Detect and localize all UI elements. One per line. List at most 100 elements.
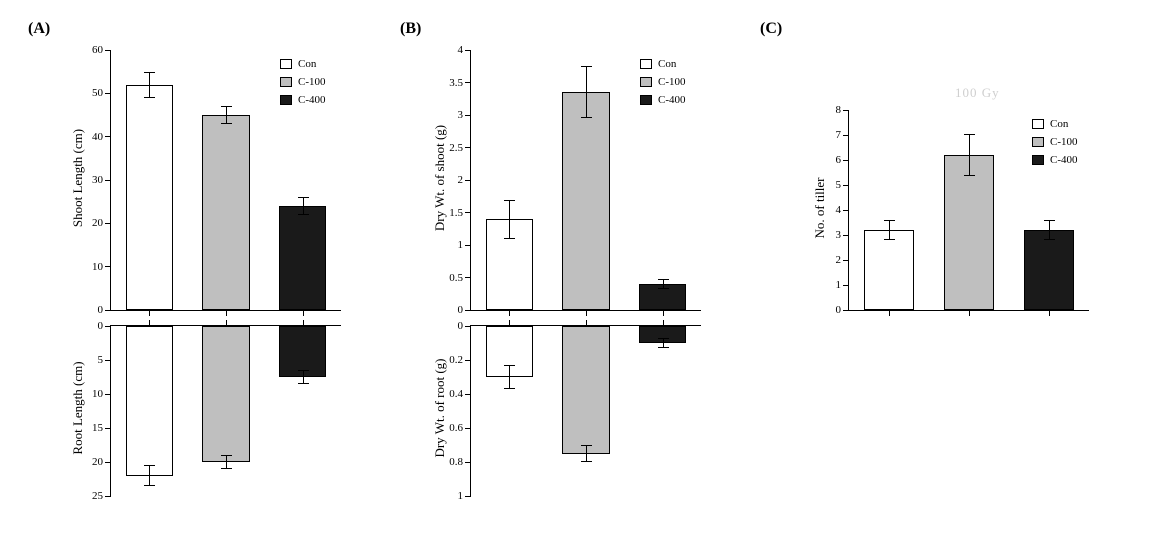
error-bar	[149, 465, 150, 485]
y-tick-label: 8	[836, 104, 850, 116]
y-tick-label: 6	[836, 154, 850, 166]
x-tick	[149, 310, 150, 316]
y-tick-label: 25	[92, 490, 111, 502]
y-tick-label: 15	[92, 422, 111, 434]
bar-con	[864, 230, 914, 310]
x-tick	[969, 310, 970, 316]
x-tick	[1049, 310, 1050, 316]
legend-label: Con	[1050, 115, 1068, 133]
y-tick-label: 10	[92, 261, 111, 273]
bar-c100	[562, 326, 610, 454]
figure-stage: (A) (B) (C) 0102030405060 Shoot Length (…	[0, 0, 1150, 549]
legend-label: C-100	[298, 73, 326, 91]
y-tick-label: 2.5	[449, 142, 471, 154]
legend-swatch-con	[1032, 119, 1044, 129]
y-tick-label: 0.4	[449, 388, 471, 400]
legend-label: Con	[658, 55, 676, 73]
y-tick-label: 0.6	[449, 422, 471, 434]
panel-a-root-plot: 0510152025	[110, 325, 341, 496]
y-tick-label: 0.2	[449, 354, 471, 366]
legend-swatch-con	[280, 59, 292, 69]
legend-swatch-c400	[280, 95, 292, 105]
x-tick	[303, 320, 304, 326]
error-bar	[663, 338, 664, 348]
y-tick-label: 0.5	[449, 272, 471, 284]
x-tick	[889, 310, 890, 316]
bar-c400	[279, 206, 327, 310]
y-tick-label: 7	[836, 129, 850, 141]
error-bar	[509, 200, 510, 239]
legend-label: Con	[298, 55, 316, 73]
error-bar	[889, 220, 890, 240]
legend-item: C-400	[280, 91, 326, 109]
y-tick-label: 60	[92, 44, 111, 56]
bar-con	[126, 85, 174, 310]
panel-a-shoot-ylabel: Shoot Length (cm)	[70, 118, 86, 238]
y-tick-label: 1	[836, 279, 850, 291]
legend-swatch-c100	[1032, 137, 1044, 147]
legend-item: C-400	[640, 91, 686, 109]
x-tick	[226, 320, 227, 326]
panel-a-legend: ConC-100C-400	[280, 55, 326, 109]
bar-c100	[944, 155, 994, 310]
legend-swatch-c400	[640, 95, 652, 105]
error-bar	[663, 279, 664, 288]
error-bar	[509, 365, 510, 389]
error-bar	[586, 445, 587, 462]
legend-swatch-c400	[1032, 155, 1044, 165]
x-tick	[509, 320, 510, 326]
legend-label: C-100	[658, 73, 686, 91]
y-tick-label: 0.8	[449, 456, 471, 468]
error-bar	[303, 197, 304, 214]
y-tick-label: 4	[458, 44, 472, 56]
y-tick-label: 0	[458, 304, 472, 316]
panel-b-legend: ConC-100C-400	[640, 55, 686, 109]
y-tick-label: 3	[458, 109, 472, 121]
panel-c-ylabel: No. of tiller	[812, 163, 828, 253]
panel-b-root-ylabel: Dry Wt. of root (g)	[432, 343, 448, 473]
error-bar	[226, 455, 227, 469]
panel-c-legend: ConC-100C-400	[1032, 115, 1078, 169]
x-tick	[303, 310, 304, 316]
bar-con	[126, 326, 174, 476]
x-tick	[586, 320, 587, 326]
legend-item: Con	[640, 55, 686, 73]
y-tick-label: 5	[98, 354, 112, 366]
x-tick	[149, 320, 150, 326]
panel-letter-b: (B)	[400, 20, 421, 38]
bar-c400	[1024, 230, 1074, 310]
y-tick-label: 30	[92, 174, 111, 186]
legend-item: C-400	[1032, 151, 1078, 169]
panel-a-root-ylabel: Root Length (cm)	[70, 348, 86, 468]
panel-b-shoot-ylabel: Dry Wt. of shoot (g)	[432, 113, 448, 243]
y-tick-label: 1.5	[449, 207, 471, 219]
panel-letter-c: (C)	[760, 20, 782, 38]
y-tick-label: 0	[458, 320, 472, 332]
x-tick	[509, 310, 510, 316]
y-tick-label: 50	[92, 87, 111, 99]
legend-swatch-c100	[640, 77, 652, 87]
y-tick-label: 20	[92, 456, 111, 468]
legend-label: C-400	[1050, 151, 1078, 169]
y-tick-label: 1	[458, 490, 472, 502]
y-tick-label: 20	[92, 217, 111, 229]
y-tick-label: 10	[92, 388, 111, 400]
legend-label: C-400	[298, 91, 326, 109]
x-tick	[663, 320, 664, 326]
legend-label: C-400	[658, 91, 686, 109]
bar-c100	[202, 115, 250, 310]
legend-swatch-con	[640, 59, 652, 69]
legend-item: C-100	[280, 73, 326, 91]
y-tick-label: 0	[98, 320, 112, 332]
bar-c100	[202, 326, 250, 462]
error-bar	[149, 72, 150, 98]
panel-b-root-plot: 00.20.40.60.81	[470, 325, 701, 496]
y-tick-label: 2	[836, 254, 850, 266]
legend-item: C-100	[640, 73, 686, 91]
y-tick-label: 0	[836, 304, 850, 316]
y-tick-label: 4	[836, 204, 850, 216]
legend-item: Con	[280, 55, 326, 73]
y-tick-label: 1	[458, 239, 472, 251]
legend-swatch-c100	[280, 77, 292, 87]
y-tick-label: 3	[836, 229, 850, 241]
